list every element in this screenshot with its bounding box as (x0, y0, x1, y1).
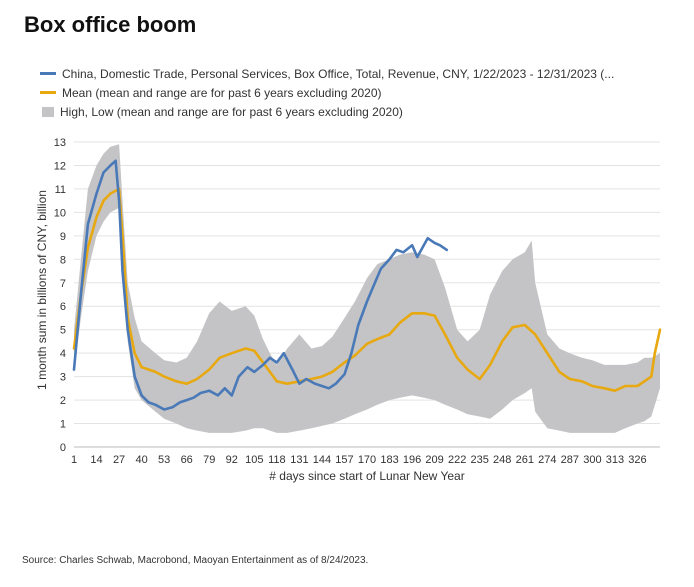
x-tick-label-66: 66 (181, 454, 193, 466)
y-tick-label-2: 2 (60, 395, 66, 407)
y-tick-label-12: 12 (54, 160, 66, 172)
legend-item-china: China, Domestic Trade, Personal Services… (40, 64, 680, 83)
x-tick-label-105: 105 (245, 454, 263, 466)
x-tick-label-274: 274 (538, 454, 556, 466)
x-tick-label-209: 209 (425, 454, 443, 466)
x-tick-label-313: 313 (606, 454, 624, 466)
y-tick-label-4: 4 (60, 348, 66, 360)
y-tick-label-13: 13 (54, 137, 66, 149)
legend-label-china: China, Domestic Trade, Personal Services… (62, 66, 615, 81)
y-tick-label-0: 0 (60, 442, 66, 454)
x-tick-label-27: 27 (113, 454, 125, 466)
x-tick-label-14: 14 (90, 454, 102, 466)
x-tick-label-79: 79 (203, 454, 215, 466)
x-tick-label-183: 183 (380, 454, 398, 466)
chart-title: Box office boom (24, 12, 197, 37)
x-tick-label-144: 144 (313, 454, 331, 466)
x-tick-label-118: 118 (268, 454, 286, 466)
range-band (74, 144, 660, 433)
legend: China, Domestic Trade, Personal Services… (40, 64, 680, 121)
x-tick-label-222: 222 (448, 454, 466, 466)
y-tick-label-1: 1 (60, 419, 66, 431)
x-tick-label-170: 170 (358, 454, 376, 466)
y-axis-label: 1 month sum in billions of CNY, billion (35, 190, 49, 390)
x-tick-label-235: 235 (471, 454, 489, 466)
x-axis-label: # days since start of Lunar New Year (269, 469, 465, 483)
x-tick-label-196: 196 (403, 454, 421, 466)
y-tick-label-10: 10 (54, 207, 66, 219)
x-tick-label-131: 131 (290, 454, 308, 466)
legend-label-range: High, Low (mean and range are for past 6… (60, 104, 403, 119)
x-tick-label-300: 300 (583, 454, 601, 466)
y-tick-label-5: 5 (60, 325, 66, 337)
y-tick-label-9: 9 (60, 231, 66, 243)
x-tick-label-248: 248 (493, 454, 511, 466)
x-tick-label-92: 92 (226, 454, 238, 466)
source-note: Source: Charles Schwab, Macrobond, Maoya… (22, 555, 369, 566)
x-tick-label-261: 261 (516, 454, 534, 466)
legend-label-mean: Mean (mean and range are for past 6 year… (62, 85, 382, 100)
legend-item-range: High, Low (mean and range are for past 6… (40, 102, 680, 121)
x-tick-label-287: 287 (561, 454, 579, 466)
legend-item-mean: Mean (mean and range are for past 6 year… (40, 83, 680, 102)
x-tick-label-53: 53 (158, 454, 170, 466)
y-tick-label-3: 3 (60, 372, 66, 384)
legend-swatch-china (40, 72, 56, 75)
legend-swatch-range (42, 106, 54, 117)
y-tick-label-8: 8 (60, 254, 66, 266)
y-tick-label-6: 6 (60, 301, 66, 313)
y-tick-label-11: 11 (55, 184, 66, 196)
x-tick-label-1: 1 (71, 454, 77, 466)
legend-swatch-mean (40, 91, 56, 94)
x-tick-label-326: 326 (628, 454, 646, 466)
x-tick-label-157: 157 (335, 454, 353, 466)
china-2023-line (72, 159, 449, 411)
x-tick-label-40: 40 (135, 454, 147, 466)
y-tick-label-7: 7 (60, 278, 66, 290)
